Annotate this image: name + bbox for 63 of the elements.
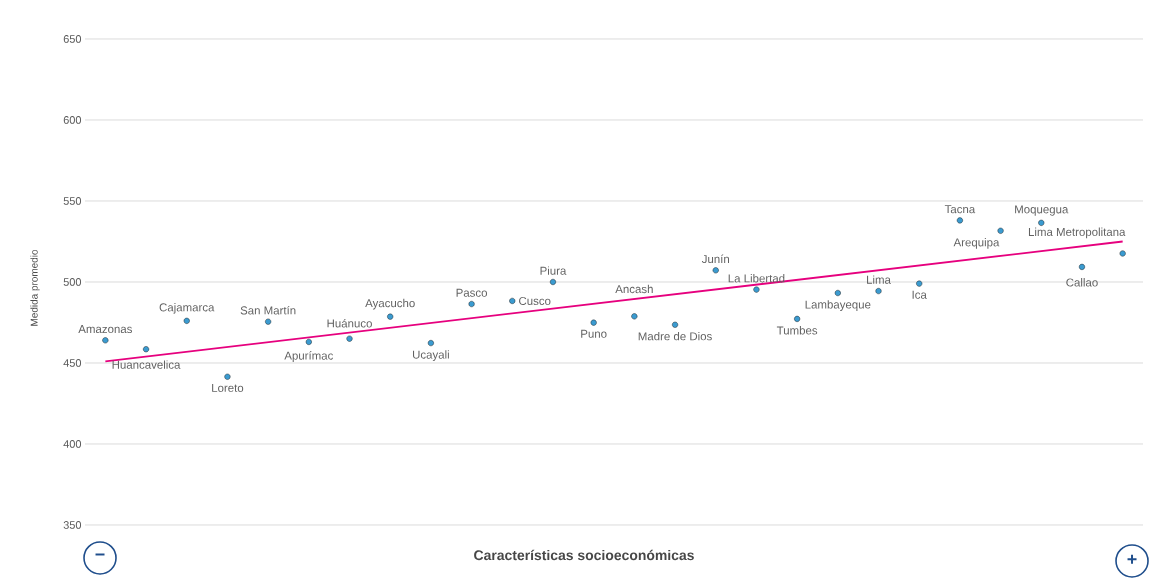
annotation: Ancash (615, 284, 653, 294)
annotation: Lima Metropolitana (1028, 227, 1126, 239)
annotation: Lima (867, 275, 891, 284)
annotation: Apurímac (284, 351, 334, 362)
point (549, 278, 556, 285)
annotation: Tacna (944, 205, 976, 214)
x-axis-title: Características socioeconómicas (474, 549, 694, 561)
point (143, 346, 150, 353)
annotation: Ucayali (413, 350, 449, 361)
annotation: La Libertad (728, 273, 785, 283)
point (834, 290, 841, 296)
point (102, 337, 109, 344)
annotation: Madre de Dios (638, 331, 712, 341)
point (753, 286, 760, 293)
annotation: Amazonas (78, 325, 132, 334)
annotation: Moquegua (1015, 205, 1069, 216)
annotation: Arequipa (953, 238, 1000, 249)
annotation: Cajamarca (159, 302, 215, 314)
annotation: Ica (912, 290, 927, 299)
point (468, 301, 475, 308)
annotation: Loreto (212, 383, 244, 392)
annotation: Cusco (519, 296, 551, 305)
point (712, 267, 719, 274)
annotation: San Martín (240, 305, 296, 315)
y-tick-label: 350 (63, 521, 82, 529)
point (1078, 263, 1085, 270)
annotation: Huancavelica (112, 360, 181, 369)
point (916, 280, 923, 287)
annotation: Piura (540, 266, 567, 275)
y-tick-label: 550 (63, 197, 82, 205)
annotation: Pasco (456, 288, 488, 297)
point (427, 340, 434, 347)
annotation: Huánuco (327, 318, 372, 328)
annotation: Junín (701, 254, 730, 264)
y-tick-label: 400 (63, 440, 82, 448)
annotation: Ayacucho (365, 298, 415, 310)
point (305, 338, 312, 345)
point (183, 317, 190, 324)
text: − (95, 553, 105, 556)
text: + (1127, 554, 1137, 564)
y-tick-label: 600 (63, 116, 82, 124)
point (224, 373, 231, 380)
point (387, 313, 394, 320)
point (672, 321, 679, 328)
annotation: Puno (581, 329, 607, 338)
point (794, 315, 801, 322)
point (956, 217, 963, 224)
point (997, 227, 1004, 234)
annotation: Lambayeque (805, 300, 871, 311)
point (631, 313, 638, 320)
point (265, 318, 272, 325)
point (1038, 219, 1045, 226)
y-tick-label: 450 (63, 359, 82, 367)
point (346, 335, 353, 342)
y-tick-label: 650 (63, 35, 82, 43)
point (590, 319, 597, 326)
point (509, 297, 516, 304)
point (875, 288, 882, 295)
y-axis-title: Medida promedio (30, 249, 40, 326)
annotation: Tumbes (776, 326, 818, 335)
point (1119, 250, 1126, 257)
y-tick-label: 500 (63, 278, 82, 286)
annotation: Callao (1066, 278, 1098, 287)
